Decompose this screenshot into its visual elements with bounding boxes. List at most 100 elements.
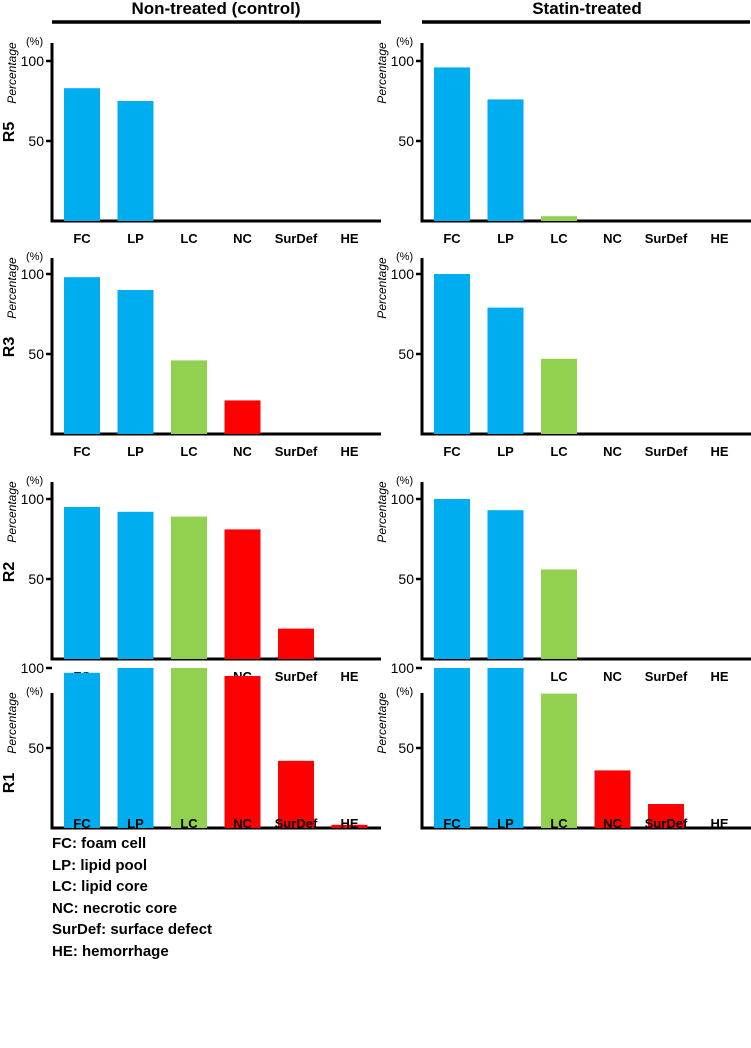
x-tick-label-he: HE	[710, 816, 728, 830]
row-label-r1: R1	[1, 773, 18, 794]
y-tick-label: 100	[21, 53, 45, 69]
x-tick-label-lp: LP	[127, 816, 144, 830]
x-tick-label-fc: FC	[73, 444, 91, 459]
x-tick-label-lc: LC	[550, 669, 568, 684]
bar-lc	[171, 668, 207, 828]
legend-item-nc: NC: necrotic core	[52, 899, 178, 917]
bar-lp	[487, 668, 524, 828]
x-tick-label-nc: NC	[603, 816, 622, 830]
y-axis-title: Percentage	[5, 42, 19, 104]
x-tick-label-nc: NC	[603, 444, 622, 459]
bar-lc	[171, 516, 207, 659]
y-axis-title: Percentage	[375, 42, 389, 104]
x-tick-label-nc: NC	[233, 231, 252, 246]
y-tick-label: 100	[21, 660, 45, 676]
y-axis-title: Percentage	[5, 692, 19, 754]
x-tick-label-fc: FC	[443, 444, 461, 459]
panel-r1-control: 50 100 (%) Percentage FC LP LC NC SurDef HE	[5, 660, 381, 830]
y-tick-label: 100	[391, 53, 415, 69]
y-tick-label: 50	[28, 346, 44, 362]
bar-fc	[434, 67, 470, 222]
y-unit-label: (%)	[26, 686, 43, 698]
x-tick-label-he: HE	[340, 669, 358, 684]
panel-r5-control: 50 100 (%) Percentage FC LP LC NC SurDef HE	[5, 36, 381, 246]
bar-fc	[64, 507, 100, 659]
legend-item-surdef: SurDef: surface defect	[52, 921, 213, 938]
x-tick-label-he: HE	[710, 444, 728, 459]
bar-fc	[64, 672, 100, 828]
x-tick-label-lp: LP	[497, 231, 514, 246]
x-tick-label-lp: LP	[497, 444, 514, 459]
y-axis-title: Percentage	[5, 257, 19, 319]
x-tick-label-fc: FC	[443, 816, 461, 830]
bar-lp	[117, 101, 154, 221]
row-label-r3: R3	[1, 337, 18, 358]
bar-surdef	[648, 804, 684, 828]
x-tick-label-surdef: SurDef	[275, 669, 318, 684]
bar-fc	[64, 277, 100, 434]
bar-nc	[594, 770, 631, 828]
x-tick-label-he: HE	[340, 231, 358, 246]
bar-surdef	[278, 760, 314, 828]
y-unit-label: (%)	[26, 475, 43, 487]
y-tick-label: 100	[21, 491, 45, 507]
y-unit-label: (%)	[396, 686, 413, 698]
bar-fc	[434, 499, 470, 659]
panel-r3-control: 50 100 (%) Percentage FC LP LC NC SurDef HE	[5, 251, 381, 459]
legend-item-fc: FC: foam cell	[52, 835, 147, 852]
x-tick-label-fc: FC	[443, 231, 461, 246]
bar-lc	[541, 569, 577, 659]
bar-lc	[541, 358, 577, 434]
bar-fc	[434, 274, 470, 434]
y-axis-title: Percentage	[375, 481, 389, 543]
bar-nc	[224, 400, 261, 434]
x-tick-label-fc: FC	[73, 231, 91, 246]
x-tick-label-he: HE	[340, 444, 358, 459]
y-unit-label: (%)	[396, 36, 413, 48]
x-tick-label-lc: LC	[180, 816, 198, 830]
x-tick-label-surdef: SurDef	[275, 444, 318, 459]
row-label-r2: R2	[1, 562, 18, 583]
y-axis-title: Percentage	[5, 481, 19, 543]
bar-lp	[117, 290, 154, 434]
column-title-control: Non-treated (control)	[131, 0, 300, 18]
legend-item-lc: LC: lipid core	[52, 878, 148, 895]
x-tick-label-lc: LC	[180, 444, 198, 459]
y-tick-label: 50	[398, 133, 414, 149]
bar-nc	[224, 529, 261, 659]
x-tick-label-nc: NC	[233, 816, 252, 830]
y-unit-label: (%)	[396, 251, 413, 263]
y-axis-title: Percentage	[375, 257, 389, 319]
bar-fc	[434, 668, 470, 828]
x-tick-label-lp: LP	[497, 816, 514, 830]
y-tick-label: 100	[391, 660, 415, 676]
x-tick-label-nc: NC	[233, 444, 252, 459]
x-tick-label-he: HE	[340, 816, 358, 830]
y-tick-label: 100	[391, 491, 415, 507]
x-tick-label-surdef: SurDef	[645, 444, 688, 459]
panel-r5-statin: 50 100 (%) Percentage FC LP LC NC SurDef HE	[375, 36, 751, 246]
y-tick-label: 50	[398, 740, 414, 756]
x-tick-label-surdef: SurDef	[645, 669, 688, 684]
abbreviation-legend: FC: foam cell LP: lipid pool LC: lipid c…	[52, 833, 212, 962]
x-tick-label-he: HE	[710, 231, 728, 246]
y-tick-label: 100	[391, 266, 415, 282]
x-tick-label-surdef: SurDef	[645, 231, 688, 246]
bar-lc	[171, 360, 207, 434]
panel-r1-statin: 50 100 (%) Percentage FC LP LC NC SurDef HE	[375, 660, 751, 830]
legend-item-lp: LP: lipid pool	[52, 856, 147, 874]
bar-lc	[541, 693, 577, 828]
x-tick-label-nc: NC	[603, 231, 622, 246]
y-unit-label: (%)	[396, 475, 413, 487]
bar-lp	[117, 511, 154, 659]
x-tick-label-lc: LC	[180, 231, 198, 246]
panel-r3-statin: 50 100 (%) Percentage FC LP LC NC SurDef HE	[375, 251, 751, 459]
y-tick-label: 50	[28, 133, 44, 149]
y-tick-label: 100	[21, 266, 45, 282]
y-axis-title: Percentage	[375, 692, 389, 754]
x-tick-label-lp: LP	[127, 444, 144, 459]
y-tick-label: 50	[28, 740, 44, 756]
y-unit-label: (%)	[26, 36, 43, 48]
